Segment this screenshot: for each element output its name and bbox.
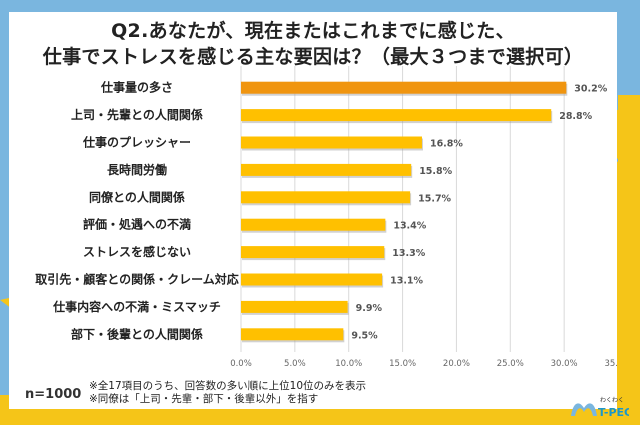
- value-labels: 30.2% 28.8% 16.8% 15.8% 15.7% 13.4% 13.3% 13.1%…: [351, 84, 607, 342]
- category-label: 評価・処遇への不満: [83, 217, 191, 232]
- value-label: 13.3%: [392, 248, 425, 259]
- value-label: 16.8%: [430, 139, 463, 150]
- bar: [241, 273, 383, 286]
- category-label: 長時間労働: [107, 162, 167, 177]
- value-label: 9.5%: [351, 330, 378, 341]
- bar: [241, 81, 567, 94]
- value-label: 28.8%: [559, 111, 592, 122]
- x-tick-label: 30.0%: [551, 359, 578, 369]
- sample-size: n=1000: [25, 387, 82, 402]
- x-tick-label: 15.0%: [389, 359, 416, 369]
- bar: [241, 163, 412, 176]
- title-line-1: Q2.あなたが、現在またはこれまでに感じた、: [111, 20, 515, 42]
- value-label: 30.2%: [574, 84, 607, 95]
- value-label: 15.8%: [419, 166, 452, 177]
- value-label: 15.7%: [418, 193, 451, 204]
- value-label: 9.9%: [356, 303, 383, 314]
- category-label: 同僚との人間関係: [89, 189, 185, 204]
- value-label: 13.4%: [393, 221, 426, 232]
- category-labels: 仕事量の多さ上司・先輩との人間関係仕事のプレッシャー長時間労働同僚との人間関係評…: [35, 80, 239, 342]
- bar: [241, 300, 348, 313]
- bar: [241, 191, 411, 204]
- value-label: 13.1%: [390, 276, 423, 287]
- bar: [241, 246, 385, 259]
- chart-card: Q2.あなたが、現在またはこれまでに感じた、 仕事でストレスを感じる主な要因は？…: [9, 12, 629, 419]
- bar: [241, 328, 344, 341]
- category-label: 上司・先輩との人間関係: [71, 107, 203, 122]
- x-tick-label: 0.0%: [230, 359, 252, 369]
- x-tick-label: 20.0%: [443, 359, 470, 369]
- bar: [241, 109, 552, 122]
- logo-brand-text: T-PEC: [598, 406, 629, 419]
- footnote-1: ※全17項目のうち、回答数の多い順に上位10位のみを表示: [89, 380, 367, 392]
- footnotes: ※全17項目のうち、回答数の多い順に上位10位のみを表示 ※同僚は「上司・先輩・…: [89, 380, 366, 406]
- category-label: ストレスを感じない: [83, 244, 191, 259]
- bar: [241, 218, 386, 231]
- x-tick-label: 35.0%: [604, 359, 617, 369]
- tpec-logo: わくわく T-PEC: [571, 397, 629, 419]
- x-tick-label: 5.0%: [284, 359, 306, 369]
- bar-chart: 仕事量の多さ上司・先輩との人間関係仕事のプレッシャー長時間労働同僚との人間関係評…: [35, 66, 617, 369]
- chart-title: Q2.あなたが、現在またはこれまでに感じた、 仕事でストレスを感じる主な要因は？…: [9, 18, 617, 70]
- category-label: 部下・後輩との人間関係: [71, 326, 203, 341]
- x-tick-label: 10.0%: [335, 359, 362, 369]
- title-line-2: 仕事でストレスを感じる主な要因は？（最大３つまで選択可）: [42, 46, 584, 68]
- footnote-2: ※同僚は「上司・先輩・部下・後輩以外」を指す: [89, 393, 319, 405]
- category-label: 仕事のプレッシャー: [82, 135, 191, 150]
- bars: [241, 81, 568, 343]
- x-tick-label: 25.0%: [497, 359, 524, 369]
- logo-small-text: わくわく: [600, 397, 624, 404]
- category-label: 取引先・顧客との関係・クレーム対応: [35, 272, 239, 287]
- bar: [241, 136, 422, 149]
- category-label: 仕事内容への不満・ミスマッチ: [52, 299, 221, 314]
- x-tick-labels: 0.0% 5.0% 10.0% 15.0% 20.0% 25.0% 30.0% 35.0%: [230, 359, 617, 369]
- category-label: 仕事量の多さ: [100, 80, 173, 95]
